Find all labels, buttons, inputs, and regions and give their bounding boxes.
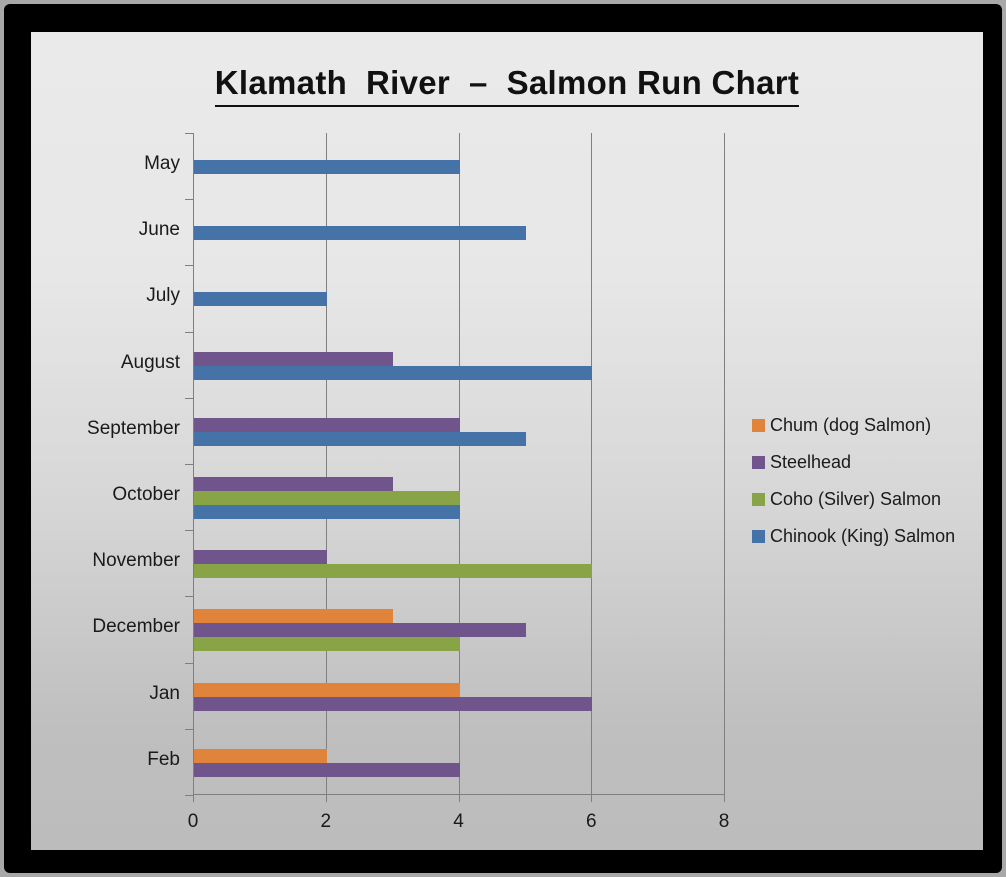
bar-feb-chum <box>194 749 327 763</box>
category-band-may: May <box>144 133 724 199</box>
bar-jan-chum <box>194 683 460 697</box>
x-tick-label-4: 4 <box>453 811 464 832</box>
category-band-august: August <box>121 332 724 398</box>
y-axis-label-may: May <box>144 153 180 175</box>
plot-area: 0 2 4 6 8 May June July August September October N… <box>87 133 729 832</box>
bar-october-coho <box>194 491 460 505</box>
legend-item-chinook[interactable]: Chinook (King) Salmon <box>752 518 983 555</box>
y-tick-0 <box>185 133 193 134</box>
x-tick-4 <box>458 795 460 802</box>
gridline-x-6 <box>591 133 593 795</box>
category-band-june: June <box>139 199 724 265</box>
y-axis-label-october: October <box>112 484 180 506</box>
y-axis-label-august: August <box>120 352 180 374</box>
legend-label-chum: Chum (dog Salmon) <box>770 415 932 435</box>
legend-swatch-steelhead <box>752 456 765 469</box>
y-tick-2 <box>185 265 193 266</box>
x-tick-label-6: 6 <box>585 811 597 832</box>
x-tick-label-2: 2 <box>320 811 332 832</box>
y-axis-label-november: November <box>92 550 180 572</box>
y-axis-label-september: September <box>87 418 180 440</box>
legend-item-coho[interactable]: Coho (Silver) Salmon <box>752 481 983 518</box>
y-axis-label-july: July <box>146 285 180 307</box>
legend-item-steelhead[interactable]: Steelhead <box>752 444 983 481</box>
chart-surface: Klamath River – Salmon Run Chart 0 2 4 6 8 M… <box>31 32 983 850</box>
y-tick-9 <box>185 729 193 730</box>
x-tick-label-8: 8 <box>718 811 730 832</box>
gridline-x-8 <box>724 133 725 795</box>
y-tick-10 <box>185 795 193 796</box>
bar-jan-steelhead <box>194 697 593 711</box>
y-axis-label-december: December <box>92 616 180 638</box>
bar-september-chinook <box>194 432 526 446</box>
bar-november-steelhead <box>194 550 327 564</box>
category-band-october: October <box>112 464 724 530</box>
y-axis-label-june: June <box>138 219 180 241</box>
legend-label-steelhead: Steelhead <box>770 452 852 472</box>
bar-may-chinook <box>194 160 460 174</box>
category-band-jan: Jan <box>149 663 724 729</box>
y-tick-1 <box>185 199 193 200</box>
y-axis-line <box>193 133 194 795</box>
x-tick-6 <box>591 795 593 802</box>
bar-december-chum <box>194 609 394 623</box>
bar-december-coho <box>194 637 460 651</box>
legend-label-chinook: Chinook (King) Salmon <box>770 526 956 546</box>
y-tick-4 <box>185 398 193 399</box>
x-tick-label-0: 0 <box>187 811 199 832</box>
bar-august-chinook <box>194 366 593 380</box>
y-axis-label-feb: Feb <box>147 749 180 771</box>
bar-december-steelhead <box>194 623 526 637</box>
y-tick-8 <box>185 663 193 664</box>
bar-september-steelhead <box>194 418 460 432</box>
category-band-july: July <box>146 265 724 331</box>
bar-august-steelhead <box>194 352 394 366</box>
category-band-december: December <box>92 596 724 662</box>
bar-october-chinook <box>194 505 460 519</box>
legend-label-coho: Coho (Silver) Salmon <box>770 489 942 509</box>
x-tick-0 <box>193 795 194 802</box>
chart-title-text: Klamath River – Salmon Run Chart <box>214 64 800 107</box>
legend-item-chum[interactable]: Chum (dog Salmon) <box>752 407 983 444</box>
chart-legend: Chum (dog Salmon) Steelhead Coho (Silver) … <box>752 407 983 555</box>
legend-swatch-coho <box>752 493 765 506</box>
category-band-feb: Feb <box>147 729 724 795</box>
x-tick-8 <box>724 795 725 802</box>
legend-swatch-chinook <box>752 530 765 543</box>
gridline-x-2 <box>325 133 327 795</box>
x-tick-2 <box>325 795 327 802</box>
bar-november-coho <box>194 564 593 578</box>
category-band-september: September <box>87 398 724 464</box>
legend-swatch-chum <box>752 419 765 432</box>
chart-frame: Klamath River – Salmon Run Chart 0 2 4 6 8 M… <box>4 4 1002 873</box>
bar-july-chinook <box>194 292 327 306</box>
y-tick-3 <box>185 332 193 333</box>
y-tick-5 <box>185 464 193 465</box>
bar-feb-steelhead <box>194 763 460 777</box>
bar-june-chinook <box>194 226 526 240</box>
y-tick-6 <box>185 530 193 531</box>
gridline-x-4 <box>458 133 460 795</box>
chart-title: Klamath River – Salmon Run Chart <box>31 64 983 107</box>
category-band-november: November <box>92 530 724 596</box>
y-axis-label-jan: Jan <box>149 683 180 705</box>
y-tick-7 <box>185 596 193 597</box>
bar-october-steelhead <box>194 477 394 491</box>
